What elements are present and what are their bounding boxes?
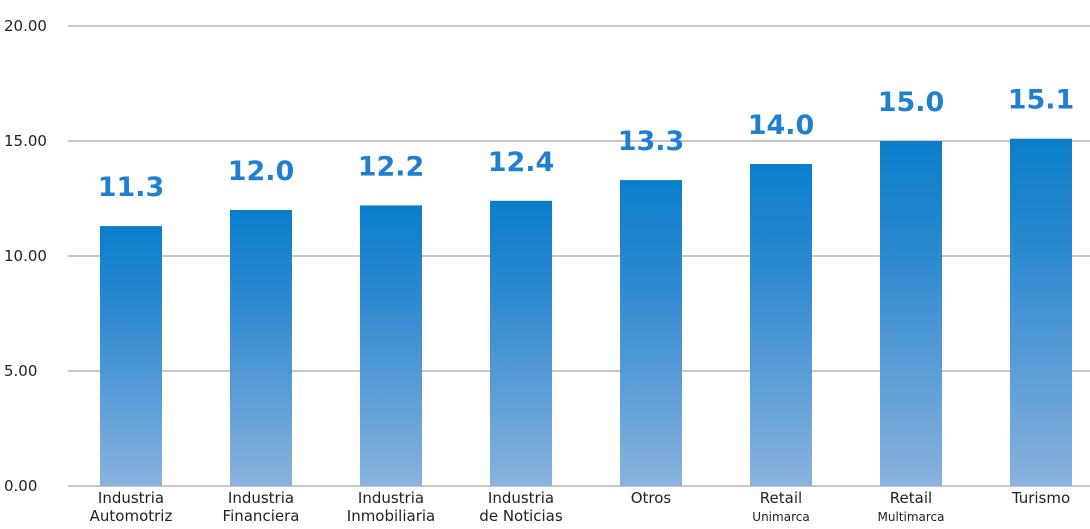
x-tick-label: Inmobiliaria <box>347 507 435 525</box>
x-tick-label: Automotriz <box>90 507 173 525</box>
x-tick-label: Otros <box>631 489 672 507</box>
y-tick-label: 5.00 <box>4 362 37 380</box>
bar <box>490 200 552 487</box>
x-tick-label: Industria <box>488 489 554 507</box>
bar-value-label: 11.3 <box>98 172 165 203</box>
x-category-label: Otros <box>631 489 672 507</box>
x-category-label: Retail Unimarca <box>752 489 809 524</box>
x-tick-label: Turismo <box>1011 489 1070 507</box>
y-tick-label: 10.00 <box>4 247 47 265</box>
x-tick-label: de Noticias <box>479 507 563 525</box>
x-axis-labels: IndustriaAutomotrizIndustriaFinancieraIn… <box>90 489 1071 525</box>
y-tick-label: 15.00 <box>4 132 47 150</box>
bar-value-label: 15.0 <box>878 87 945 118</box>
bar <box>620 180 682 486</box>
value-labels: 11.3 12.0 12.2 12.4 13.3 14.0 15.0 15.1 <box>98 85 1075 203</box>
bar-value-label: 15.1 <box>1008 85 1075 116</box>
y-tick-label: 0.00 <box>4 477 37 495</box>
x-tick-label: Retail <box>890 489 932 507</box>
bar-value-label: 12.4 <box>488 147 555 178</box>
x-tick-label: Industria <box>358 489 424 507</box>
x-category-label: Turismo <box>1011 489 1070 507</box>
bar <box>230 210 292 486</box>
bar <box>360 205 422 486</box>
bar <box>1010 138 1072 486</box>
x-tick-label: Retail <box>760 489 802 507</box>
y-axis-ticks: 0.00 5.00 10.00 15.00 20.00 <box>4 17 47 495</box>
x-category-label: Retail Multimarca <box>878 489 945 524</box>
y-tick-label: 20.00 <box>4 17 47 35</box>
bar-value-label: 12.0 <box>228 156 295 187</box>
x-tick-label: Industria <box>228 489 294 507</box>
x-tick-label: Unimarca <box>752 510 809 524</box>
bar-value-label: 13.3 <box>618 126 685 157</box>
bar <box>100 226 162 486</box>
x-tick-label: Industria <box>98 489 164 507</box>
bars <box>100 138 1072 487</box>
bar-value-label: 14.0 <box>748 110 815 141</box>
bar <box>750 164 812 486</box>
bar <box>880 141 942 486</box>
x-tick-label: Financiera <box>223 507 300 525</box>
bar-value-label: 12.2 <box>358 151 425 182</box>
x-tick-label: Multimarca <box>878 510 945 524</box>
